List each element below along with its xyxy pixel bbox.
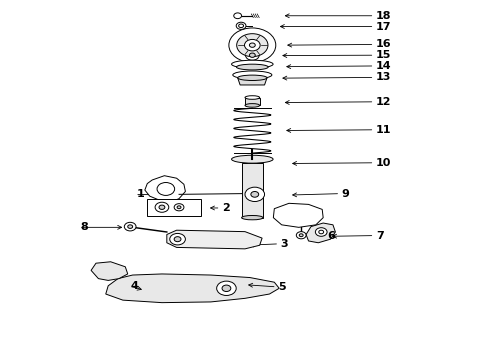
Circle shape <box>319 230 324 234</box>
Polygon shape <box>242 163 263 218</box>
Circle shape <box>229 28 276 62</box>
Text: 18: 18 <box>376 11 392 21</box>
Polygon shape <box>145 176 185 202</box>
Text: 4: 4 <box>131 281 139 291</box>
Circle shape <box>174 237 181 242</box>
Text: 1: 1 <box>137 189 144 199</box>
Bar <box>147 199 201 216</box>
Text: 2: 2 <box>222 203 230 213</box>
Ellipse shape <box>233 71 272 79</box>
Text: 12: 12 <box>376 97 392 107</box>
Circle shape <box>174 204 184 211</box>
Polygon shape <box>306 223 335 243</box>
Text: 8: 8 <box>80 222 88 232</box>
Text: 15: 15 <box>376 50 392 60</box>
Ellipse shape <box>245 104 260 107</box>
Circle shape <box>222 285 231 292</box>
Circle shape <box>237 34 268 57</box>
Polygon shape <box>273 203 323 227</box>
Ellipse shape <box>232 155 273 163</box>
Circle shape <box>157 183 174 195</box>
Circle shape <box>217 281 236 296</box>
Ellipse shape <box>245 96 260 99</box>
Text: 16: 16 <box>376 40 392 49</box>
Ellipse shape <box>242 216 263 220</box>
Polygon shape <box>245 98 260 105</box>
Text: 10: 10 <box>376 158 392 168</box>
Text: 9: 9 <box>342 189 350 199</box>
Polygon shape <box>91 262 128 280</box>
Circle shape <box>155 202 169 212</box>
Circle shape <box>236 22 246 30</box>
Ellipse shape <box>238 75 267 81</box>
Circle shape <box>234 13 242 19</box>
Polygon shape <box>167 230 262 249</box>
Circle shape <box>316 228 327 236</box>
Polygon shape <box>238 78 267 85</box>
Text: 7: 7 <box>376 231 384 240</box>
Circle shape <box>249 53 255 57</box>
Circle shape <box>299 234 303 237</box>
Ellipse shape <box>232 60 273 68</box>
Circle shape <box>296 231 306 239</box>
Text: 6: 6 <box>327 231 335 240</box>
Circle shape <box>128 225 133 228</box>
Text: 11: 11 <box>376 125 392 135</box>
Text: 3: 3 <box>281 239 288 249</box>
Circle shape <box>245 50 259 60</box>
Text: 17: 17 <box>376 22 392 32</box>
Circle shape <box>251 192 259 197</box>
Circle shape <box>124 222 136 231</box>
Circle shape <box>239 24 244 28</box>
Circle shape <box>245 40 260 51</box>
Text: 5: 5 <box>278 282 286 292</box>
Polygon shape <box>106 274 279 303</box>
Text: 13: 13 <box>376 72 392 82</box>
Circle shape <box>177 206 181 209</box>
Circle shape <box>249 43 255 47</box>
Ellipse shape <box>237 64 268 70</box>
Circle shape <box>170 233 185 245</box>
Circle shape <box>245 187 265 202</box>
Text: 14: 14 <box>376 61 392 71</box>
Circle shape <box>159 205 165 210</box>
